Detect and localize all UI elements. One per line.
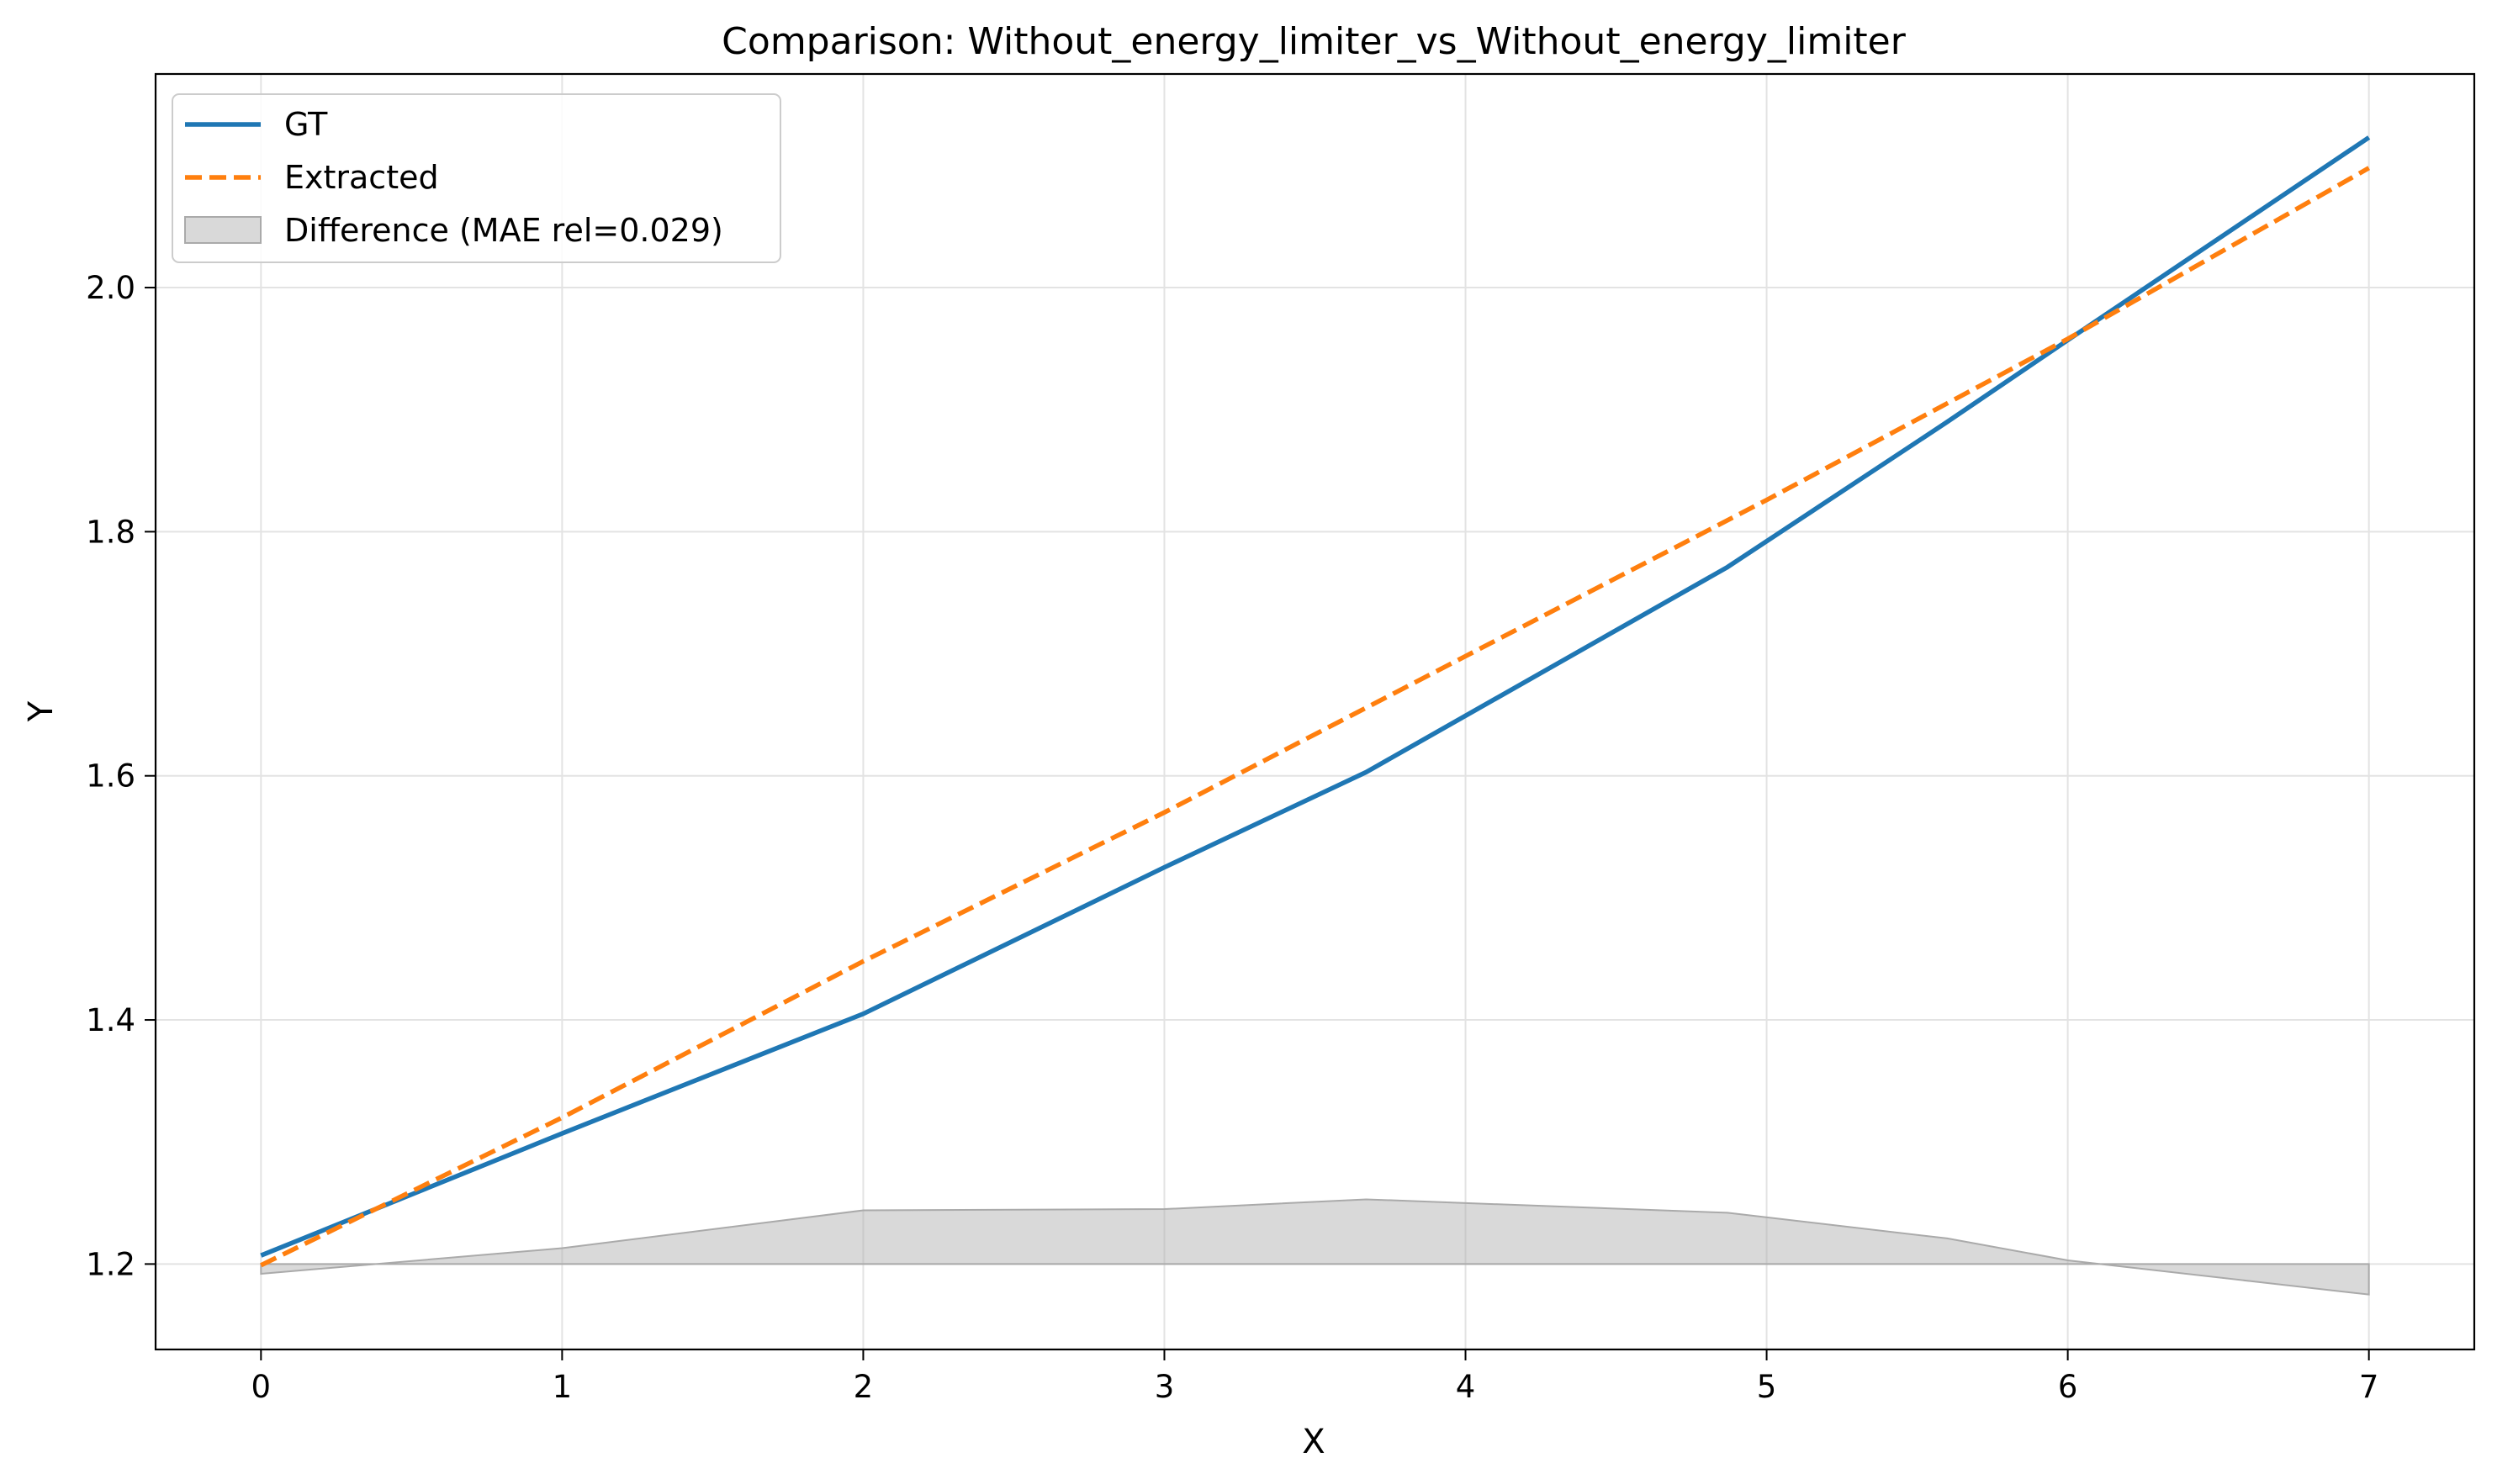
tick-layer: 0 1 2 3 4 5 6 7 1.2 1.4 1.6 1.8 2.0 [86,270,2378,1405]
y-tick-label: 1.4 [86,1002,135,1038]
legend-difference-swatch [184,216,262,244]
legend-extracted-label: Extracted [284,159,439,196]
x-tick-label: 4 [1456,1369,1476,1405]
y-tick-label: 1.2 [86,1246,135,1282]
x-tick-label: 0 [251,1369,272,1405]
y-tick-label: 2.0 [86,270,135,306]
legend-gt-label: GT [284,106,328,143]
x-axis-label: X [1302,1423,1325,1461]
chart-title: Comparison: Without_energy_limiter_vs_Wi… [722,20,1907,63]
x-tick-label: 6 [2058,1369,2078,1405]
y-tick-label: 1.6 [86,758,135,795]
legend: GT Extracted Difference (MAE rel=0.029) [172,93,781,263]
y-tick-label: 1.8 [86,514,135,550]
x-tick-label: 5 [1757,1369,1777,1405]
x-tick-label: 7 [2359,1369,2379,1405]
plot-frame [154,72,2476,1351]
legend-difference-label: Difference (MAE rel=0.029) [284,212,723,249]
x-tick-label: 1 [553,1369,573,1405]
extracted-series-line [260,166,2371,1268]
y-axis-label: Y [22,700,61,722]
x-tick-label: 3 [1155,1369,1175,1405]
difference-band [260,1198,2370,1296]
gt-series-line [260,135,2371,1258]
legend-frame [172,93,781,263]
difference-band-layer [260,1198,2370,1296]
series-layer [260,135,2371,1268]
x-tick-label: 2 [854,1369,874,1405]
